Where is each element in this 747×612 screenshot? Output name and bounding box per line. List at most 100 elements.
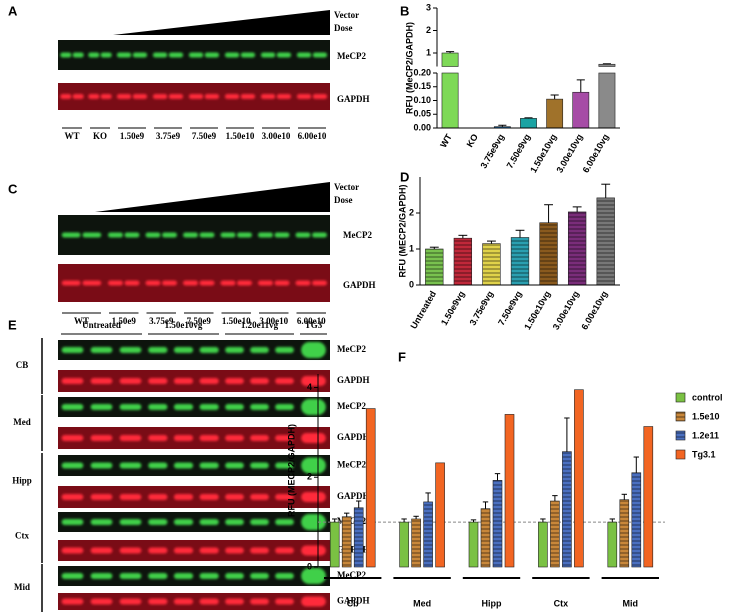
band xyxy=(72,94,84,99)
bar xyxy=(353,507,364,568)
band xyxy=(90,378,113,384)
bar xyxy=(341,516,352,568)
x-tick-label: KO xyxy=(465,132,480,149)
dose-wedge xyxy=(95,182,330,212)
lane-label: 6.00e10 xyxy=(297,316,326,326)
blot-red xyxy=(58,540,330,561)
band xyxy=(119,598,142,605)
band xyxy=(82,232,102,238)
band xyxy=(250,462,269,469)
band xyxy=(90,404,113,410)
band xyxy=(148,435,168,441)
group-label: TG3 xyxy=(305,320,323,330)
band xyxy=(173,347,194,353)
band xyxy=(295,280,311,286)
x-tick-label: 3.75e9vg xyxy=(468,289,496,327)
band xyxy=(312,280,327,286)
band xyxy=(199,280,215,286)
y-tick-label: 3 xyxy=(426,2,431,12)
bar xyxy=(441,72,459,129)
lane-label: WT xyxy=(64,131,79,141)
y-axis-label: RFU (MECP2/GAPDH) xyxy=(286,424,296,517)
row-label: GAPDH xyxy=(343,280,376,290)
band xyxy=(225,598,244,605)
y-tick-label: 1 xyxy=(426,47,431,57)
x-tick-label: 6.00e10vg xyxy=(579,289,609,331)
band xyxy=(199,435,219,441)
band xyxy=(275,573,294,579)
bar xyxy=(574,389,584,568)
band xyxy=(148,547,168,554)
band xyxy=(301,545,326,556)
band xyxy=(199,547,219,554)
region-label: Ctx xyxy=(15,531,29,541)
band xyxy=(119,347,142,353)
band xyxy=(301,376,326,386)
dose-label: Vector xyxy=(334,182,359,192)
y-tick-label: 2 xyxy=(426,25,431,35)
lane-label: 3.75e9 xyxy=(156,131,181,141)
band xyxy=(260,94,276,99)
blot-green xyxy=(58,512,330,532)
band xyxy=(168,94,184,99)
band xyxy=(225,573,244,579)
legend-label: Tg3.1 xyxy=(692,449,716,459)
x-tick-label: 3.75e9vg xyxy=(478,132,506,170)
band xyxy=(225,435,244,441)
band xyxy=(301,457,326,474)
band xyxy=(199,347,219,353)
band xyxy=(274,280,290,286)
band xyxy=(199,573,219,579)
band xyxy=(100,52,112,58)
y-tick-label: 2 xyxy=(307,472,312,482)
band xyxy=(250,494,269,500)
band xyxy=(119,547,142,554)
bar xyxy=(567,211,587,286)
band xyxy=(116,94,132,99)
x-tick-label: 1.50e10vg xyxy=(522,289,552,331)
band xyxy=(260,52,276,58)
bar xyxy=(598,72,616,129)
band xyxy=(132,52,148,58)
bar xyxy=(441,52,459,67)
band xyxy=(72,52,84,58)
blot-red xyxy=(58,427,330,449)
band xyxy=(296,94,312,99)
row-label: MeCP2 xyxy=(337,570,366,580)
dose-wedge xyxy=(113,10,330,35)
band xyxy=(61,573,84,579)
blot-green xyxy=(58,455,330,476)
band xyxy=(183,232,198,238)
band xyxy=(61,494,84,500)
band xyxy=(173,462,194,469)
band xyxy=(88,94,100,99)
band xyxy=(275,519,294,525)
band xyxy=(224,52,240,58)
y-tick-label: 0.00 xyxy=(413,122,431,132)
legend-swatch xyxy=(675,449,686,460)
band xyxy=(90,462,113,469)
band xyxy=(61,404,84,410)
group-label: Untreated xyxy=(82,320,121,330)
band xyxy=(301,514,326,530)
band xyxy=(82,280,102,286)
legend-swatch xyxy=(675,411,686,422)
band xyxy=(61,378,84,384)
band xyxy=(148,494,168,500)
row-label: GAPDH xyxy=(337,432,370,442)
band xyxy=(276,52,292,58)
bar xyxy=(468,521,479,568)
x-tick-label: Mid xyxy=(623,598,639,608)
y-tick-label: 2 xyxy=(409,207,414,217)
band xyxy=(275,435,294,441)
bar xyxy=(480,508,491,568)
y-tick-label: 0.15 xyxy=(413,81,431,91)
region-label: CB xyxy=(16,360,29,370)
y-tick-label: 0.20 xyxy=(413,67,431,77)
band xyxy=(60,94,72,99)
band xyxy=(225,462,244,469)
bar xyxy=(425,248,444,286)
band xyxy=(60,52,72,58)
band xyxy=(258,280,273,286)
panel-letter: A xyxy=(8,3,18,18)
